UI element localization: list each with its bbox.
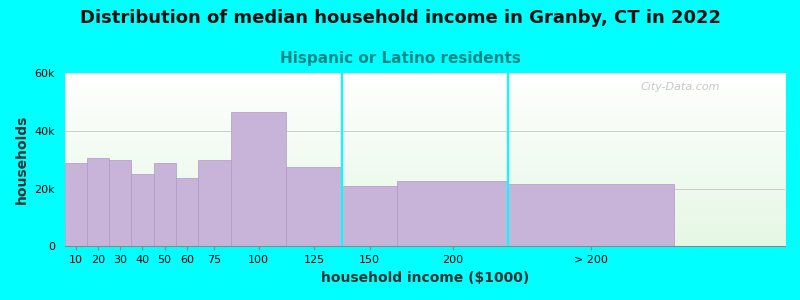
- Text: Hispanic or Latino residents: Hispanic or Latino residents: [279, 51, 521, 66]
- Bar: [110, 160, 131, 246]
- Bar: [231, 112, 286, 246]
- Bar: [508, 184, 674, 246]
- Bar: [286, 167, 342, 246]
- Bar: [398, 182, 508, 246]
- Y-axis label: households: households: [15, 115, 29, 204]
- Bar: [131, 174, 154, 246]
- Bar: [342, 186, 398, 246]
- Text: Distribution of median household income in Granby, CT in 2022: Distribution of median household income …: [79, 9, 721, 27]
- Bar: [176, 178, 198, 246]
- Bar: [65, 163, 87, 246]
- Bar: [87, 158, 110, 246]
- Bar: [154, 163, 176, 246]
- Bar: [198, 160, 231, 246]
- Text: City-Data.com: City-Data.com: [641, 82, 721, 92]
- X-axis label: household income ($1000): household income ($1000): [321, 271, 529, 285]
